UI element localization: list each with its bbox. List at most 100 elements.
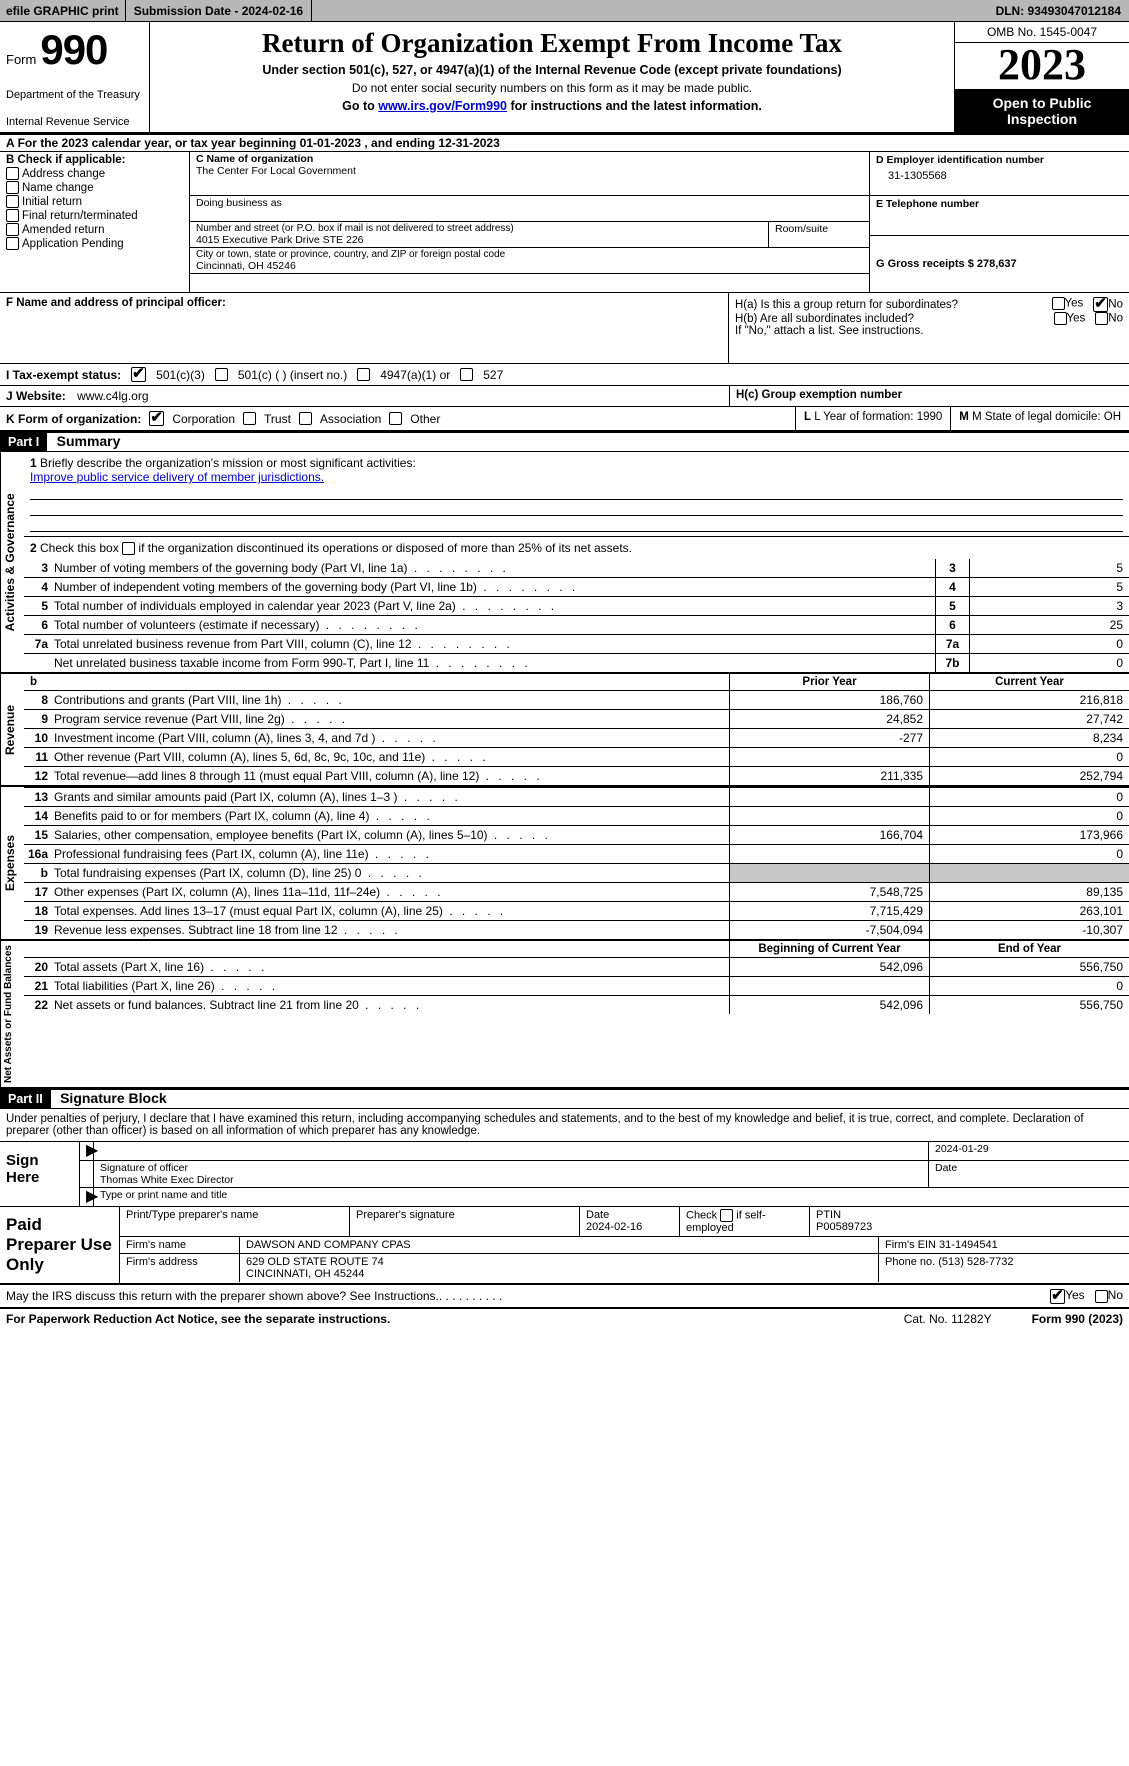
form-header: Form 990 Department of the Treasury Inte… bbox=[0, 22, 1129, 135]
tax-year: 2023 bbox=[955, 43, 1129, 90]
summary-line: 22 Net assets or fund balances. Subtract… bbox=[24, 995, 1129, 1014]
prep-name-label: Print/Type preparer's name bbox=[120, 1207, 350, 1236]
checkbox-hb-yes[interactable] bbox=[1054, 312, 1067, 325]
checkbox-ha-no[interactable] bbox=[1093, 297, 1108, 312]
form-title: Return of Organization Exempt From Incom… bbox=[160, 28, 944, 59]
firm-ein: 31-1494541 bbox=[939, 1239, 998, 1251]
signature-date: 2024-01-29 bbox=[929, 1142, 1129, 1160]
sign-here-label: Sign Here bbox=[0, 1142, 80, 1206]
checkbox-discontinued[interactable] bbox=[122, 542, 135, 555]
summary-line: 12 Total revenue—add lines 8 through 11 … bbox=[24, 766, 1129, 785]
vlabel-revenue: Revenue bbox=[0, 674, 24, 785]
dba-label: Doing business as bbox=[196, 197, 282, 220]
klm-row: K Form of organization: Corporation Trus… bbox=[0, 407, 1129, 433]
room-suite-label: Room/suite bbox=[769, 222, 869, 247]
section-b-label: B Check if applicable: bbox=[6, 154, 183, 166]
mission-text: Improve public service delivery of membe… bbox=[30, 470, 324, 484]
dept-treasury: Department of the Treasury bbox=[6, 89, 143, 101]
website-value: www.c4lg.org bbox=[77, 389, 148, 403]
efile-print-label: efile GRAPHIC print bbox=[0, 0, 126, 21]
checkbox-4947[interactable] bbox=[357, 368, 370, 381]
c-name-label: C Name of organization bbox=[196, 153, 313, 165]
checkbox-501c3[interactable] bbox=[131, 367, 146, 382]
irs-label: Internal Revenue Service bbox=[6, 116, 143, 128]
checkbox-501c[interactable] bbox=[215, 368, 228, 381]
vlabel-expenses: Expenses bbox=[0, 787, 24, 939]
checkbox-ha-yes[interactable] bbox=[1052, 297, 1065, 310]
paid-preparer-block: Paid Preparer Use Only Print/Type prepar… bbox=[0, 1207, 1129, 1285]
state-domicile: M M State of legal domicile: OH bbox=[950, 407, 1129, 430]
perjury-declaration: Under penalties of perjury, I declare th… bbox=[0, 1109, 1129, 1142]
checkbox-trust[interactable] bbox=[243, 412, 256, 425]
j-row: J Website: www.c4lg.org H(c) Group exemp… bbox=[0, 386, 1129, 407]
street-label: Number and street (or P.O. box if mail i… bbox=[196, 223, 762, 234]
sig-officer-name: Thomas White Exec Director bbox=[100, 1174, 922, 1186]
summary-line: 19 Revenue less expenses. Subtract line … bbox=[24, 920, 1129, 939]
form-number: 990 bbox=[40, 26, 107, 74]
org-info-grid: B Check if applicable: Address change Na… bbox=[0, 152, 1129, 293]
form-of-org-label: K Form of organization: bbox=[6, 412, 141, 426]
checkbox-initial-return[interactable] bbox=[6, 195, 19, 208]
sign-here-block: Sign Here ▶ 2024-01-29 Signature of offi… bbox=[0, 1142, 1129, 1207]
form-subtitle-1: Under section 501(c), 527, or 4947(a)(1)… bbox=[160, 63, 944, 77]
firm-phone: (513) 528-7732 bbox=[938, 1256, 1013, 1268]
h-c-label: H(c) Group exemption number bbox=[736, 389, 902, 401]
firm-name-label: Firm's name bbox=[120, 1237, 240, 1253]
checkbox-discuss-no[interactable] bbox=[1095, 1290, 1108, 1303]
prep-date: 2024-02-16 bbox=[586, 1221, 642, 1233]
form-subtitle-2: Do not enter social security numbers on … bbox=[160, 81, 944, 95]
phone-label: E Telephone number bbox=[876, 198, 1123, 210]
ptin-value: P00589723 bbox=[816, 1221, 872, 1233]
sig-officer-label: Signature of officer bbox=[100, 1162, 922, 1174]
firm-addr-label: Firm's address bbox=[120, 1254, 240, 1282]
checkbox-corporation[interactable] bbox=[149, 411, 164, 426]
ein-value: 31-1305568 bbox=[876, 166, 1123, 182]
summary-line: 18 Total expenses. Add lines 13–17 (must… bbox=[24, 901, 1129, 920]
dln: DLN: 93493047012184 bbox=[988, 4, 1129, 18]
summary-line: 13 Grants and similar amounts paid (Part… bbox=[24, 787, 1129, 806]
pra-notice: For Paperwork Reduction Act Notice, see … bbox=[6, 1312, 390, 1326]
checkbox-other[interactable] bbox=[389, 412, 402, 425]
summary-line: 15 Salaries, other compensation, employe… bbox=[24, 825, 1129, 844]
checkbox-final-return[interactable] bbox=[6, 209, 19, 222]
part-ii-header: Part II Signature Block bbox=[0, 1090, 1129, 1109]
city-label: City or town, state or province, country… bbox=[196, 249, 863, 260]
checkbox-527[interactable] bbox=[460, 368, 473, 381]
summary-line: 9 Program service revenue (Part VIII, li… bbox=[24, 709, 1129, 728]
end-year-header: End of Year bbox=[929, 941, 1129, 957]
checkbox-self-employed[interactable] bbox=[720, 1209, 733, 1222]
principal-officer-label: F Name and address of principal officer: bbox=[6, 297, 226, 309]
checkbox-association[interactable] bbox=[299, 412, 312, 425]
irs-link[interactable]: www.irs.gov/Form990 bbox=[378, 99, 507, 113]
current-year-header: Current Year bbox=[929, 674, 1129, 690]
arrow-icon: ▶ bbox=[80, 1142, 94, 1160]
checkbox-address-change[interactable] bbox=[6, 167, 19, 180]
part-i-header: Part I Summary bbox=[0, 433, 1129, 452]
form-subtitle-3: Go to www.irs.gov/Form990 for instructio… bbox=[160, 99, 944, 113]
line-2-text: Check this box if the organization disco… bbox=[40, 541, 632, 555]
checkbox-amended-return[interactable] bbox=[6, 223, 19, 236]
summary-line: 3 Number of voting members of the govern… bbox=[24, 559, 1129, 577]
vlabel-activities-governance: Activities & Governance bbox=[0, 452, 24, 672]
h-a-label: H(a) Is this a group return for subordin… bbox=[735, 299, 958, 311]
f-h-row: F Name and address of principal officer:… bbox=[0, 293, 1129, 364]
city-value: Cincinnati, OH 45246 bbox=[196, 260, 863, 272]
vlabel-net-assets: Net Assets or Fund Balances bbox=[0, 941, 24, 1087]
summary-line: b Total fundraising expenses (Part IX, c… bbox=[24, 863, 1129, 882]
h-note: If "No," attach a list. See instructions… bbox=[735, 325, 1123, 337]
beginning-year-header: Beginning of Current Year bbox=[729, 941, 929, 957]
street-value: 4015 Executive Park Drive STE 226 bbox=[196, 234, 762, 246]
checkbox-discuss-yes[interactable] bbox=[1050, 1289, 1065, 1304]
checkbox-application-pending[interactable] bbox=[6, 237, 19, 250]
checkbox-hb-no[interactable] bbox=[1095, 312, 1108, 325]
summary-line: 21 Total liabilities (Part X, line 26) .… bbox=[24, 976, 1129, 995]
h-b-label: H(b) Are all subordinates included? bbox=[735, 313, 914, 325]
checkbox-name-change[interactable] bbox=[6, 181, 19, 194]
prep-self-employed: Check if self-employed bbox=[680, 1207, 810, 1236]
open-to-public: Open to Public Inspection bbox=[955, 90, 1129, 132]
summary-line: 14 Benefits paid to or for members (Part… bbox=[24, 806, 1129, 825]
gross-receipts: G Gross receipts $ 278,637 bbox=[876, 258, 1017, 270]
summary-line: 8 Contributions and grants (Part VIII, l… bbox=[24, 690, 1129, 709]
submission-date: Submission Date - 2024-02-16 bbox=[126, 0, 312, 21]
summary-line: 4 Number of independent voting members o… bbox=[24, 577, 1129, 596]
